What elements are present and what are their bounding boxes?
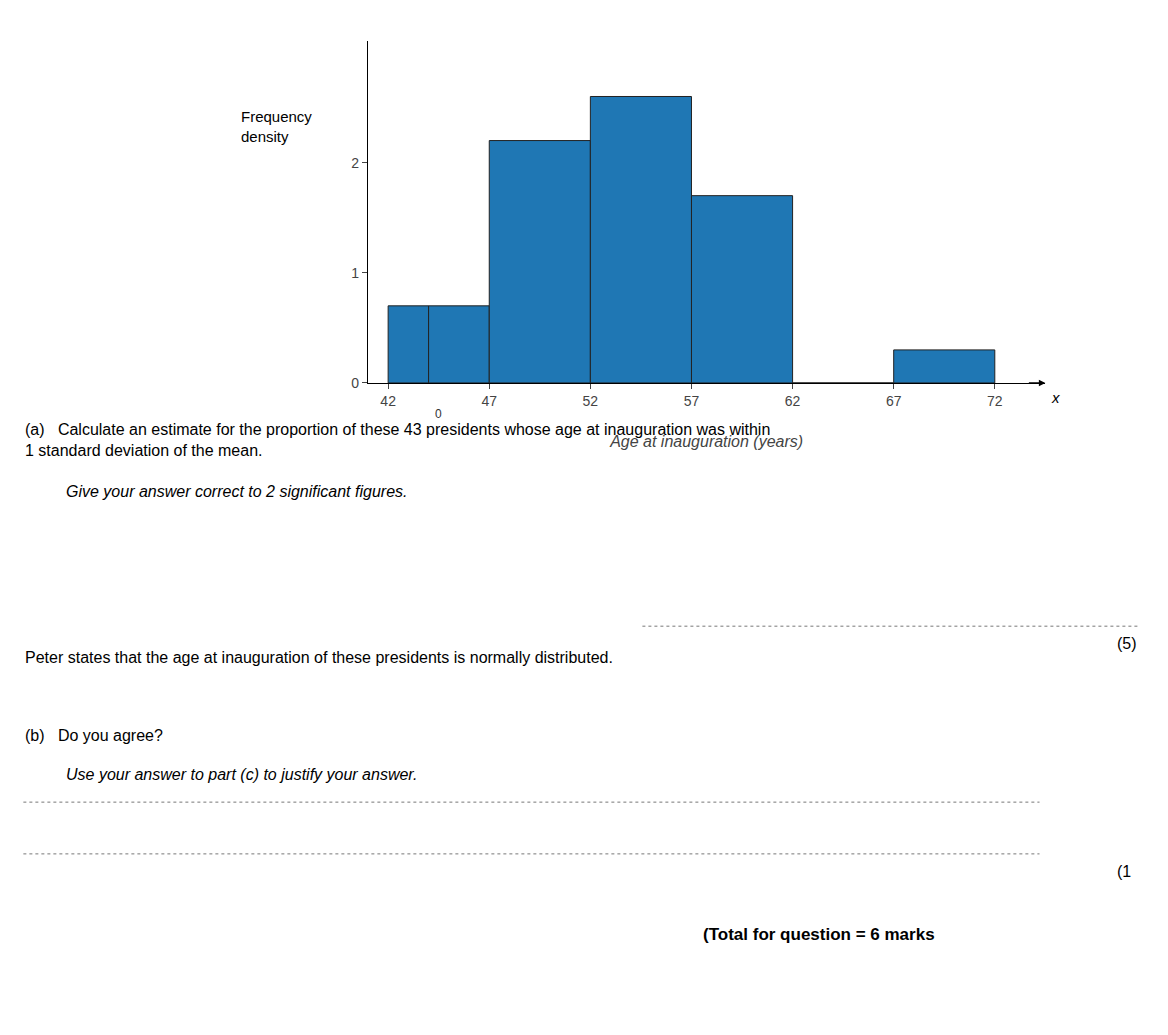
svg-text:0: 0	[351, 375, 359, 391]
svg-text:Frequencydensity: Frequencydensity	[241, 108, 312, 145]
svg-text:Age at inauguration (years): Age at inauguration (years)	[609, 433, 803, 450]
svg-text:47: 47	[481, 393, 497, 409]
svg-text:(1: (1	[1117, 863, 1131, 880]
svg-text:42: 42	[380, 393, 396, 409]
svg-text:x: x	[1051, 389, 1060, 406]
svg-text:52: 52	[583, 393, 599, 409]
svg-text:0: 0	[435, 407, 442, 421]
svg-text:(b) Do you agree?: (b) Do you agree?	[25, 727, 163, 744]
svg-text:57: 57	[684, 393, 700, 409]
svg-text:Give your answer correct to 2: Give your answer correct to 2 significan…	[66, 483, 407, 500]
svg-text:(a) Calculate an estimate fo: (a) Calculate an estimate for the propor…	[25, 421, 770, 459]
svg-text:Use your answer to part (c) to: Use your answer to part (c) to justify y…	[66, 766, 418, 783]
svg-text:(5): (5)	[1117, 635, 1137, 652]
svg-text:Peter states that the age at i: Peter states that the age at inauguratio…	[25, 649, 613, 666]
svg-text:1: 1	[351, 265, 359, 281]
svg-text:(Total for question = 6 marks: (Total for question = 6 marks	[703, 925, 935, 944]
svg-text:2: 2	[351, 155, 359, 171]
svg-text:67: 67	[886, 393, 902, 409]
svg-text:62: 62	[785, 393, 801, 409]
svg-text:72: 72	[987, 393, 1003, 409]
